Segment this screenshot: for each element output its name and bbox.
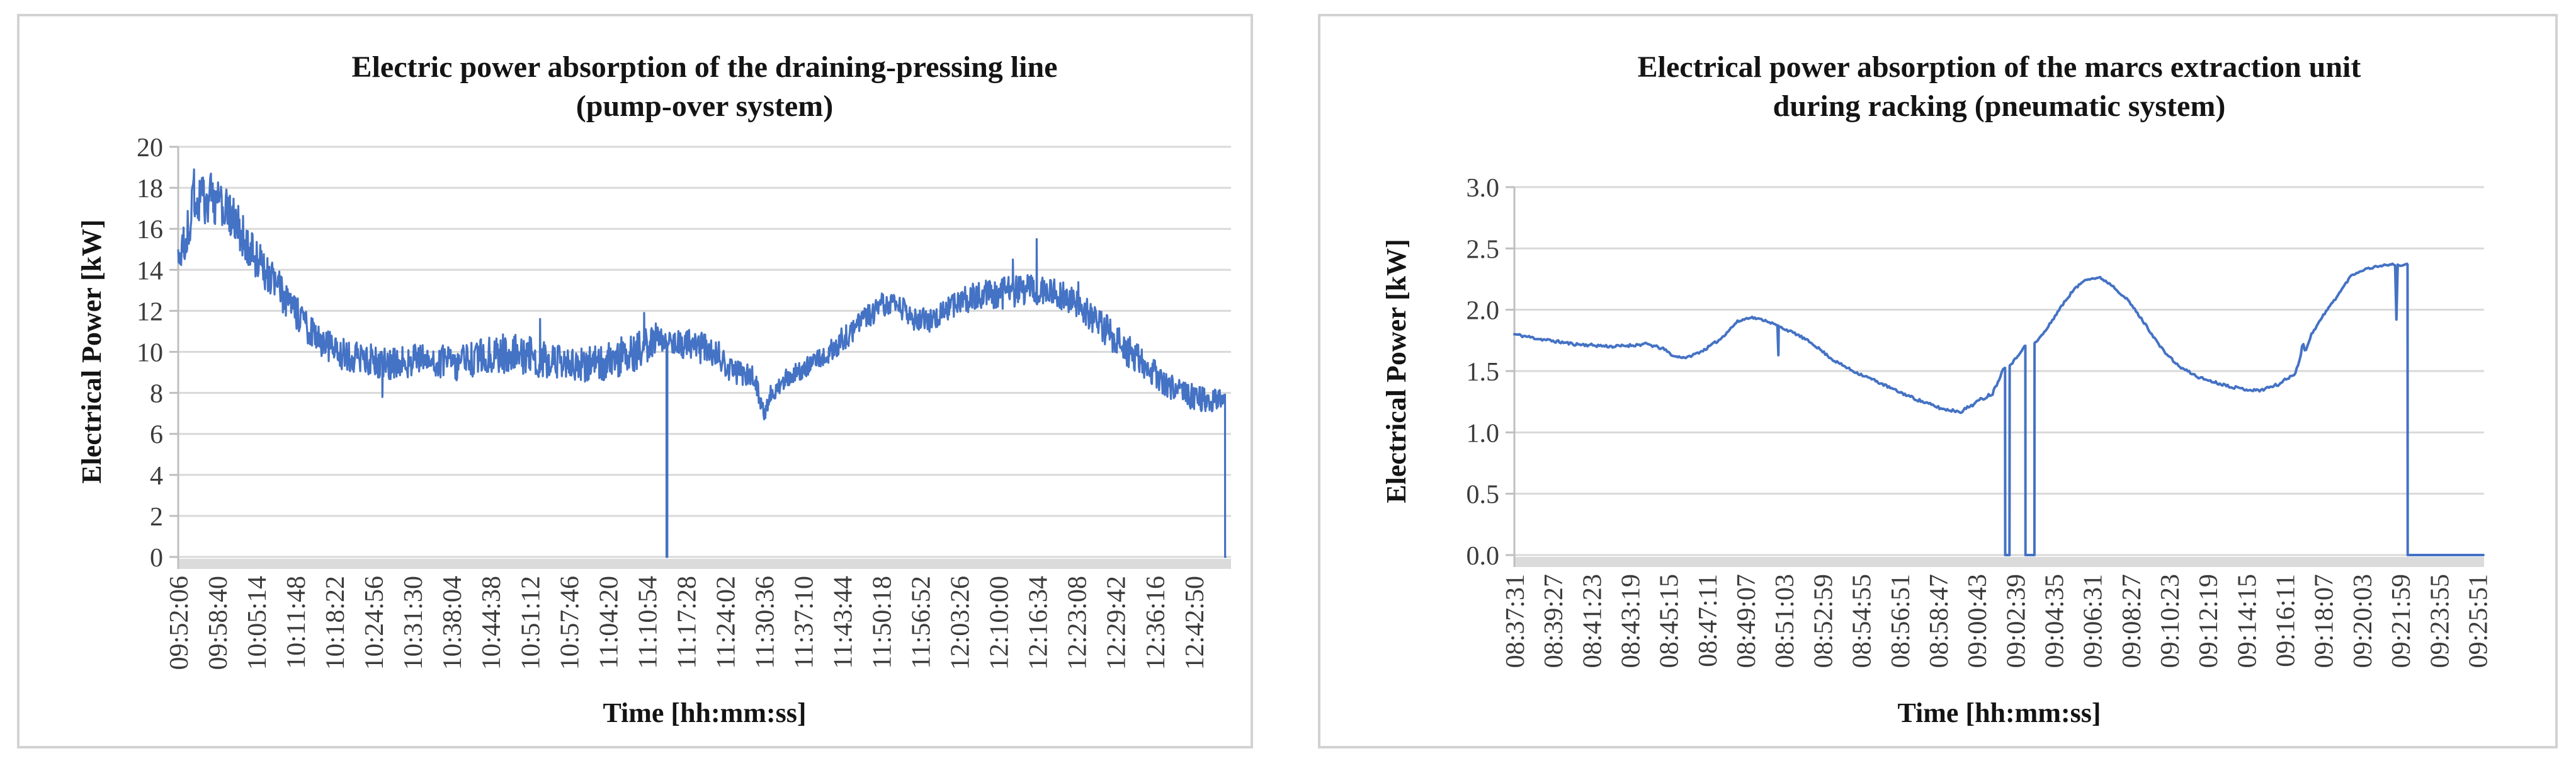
x-tick-label: 08:45:15 (1655, 574, 1684, 668)
data-series-line (1513, 262, 2485, 556)
plot-area: 0.0 0.5 1.0 1.5 2.0 2.5 3.0 08:37:31 08:39:27 08:… (1467, 174, 2494, 668)
x-tick-label: 10:24:56 (360, 576, 389, 670)
y-tick-label: 1.0 (1467, 419, 1500, 448)
plot-area: 0 2 4 6 8 10 12 14 16 18 20 09:52:06 09:58:40 10:05:1… (137, 134, 1231, 670)
x-tick-label: 11:43:44 (829, 576, 858, 669)
x-tick-label: 10:31:30 (399, 576, 428, 670)
y-tick-label: 8 (150, 380, 163, 409)
x-tick-label: 09:25:51 (2464, 574, 2493, 668)
x-tick-label: 09:23:55 (2426, 574, 2454, 668)
y-tick-label: 0.0 (1467, 542, 1500, 571)
axis-strip (178, 559, 1231, 569)
x-tick-label: 09:06:31 (2079, 574, 2108, 668)
x-tick-label: 09:02:39 (2002, 574, 2031, 668)
y-tick-label: 18 (137, 175, 163, 203)
y-tick-label: 14 (137, 256, 163, 285)
x-tick-label: 12:36:16 (1142, 576, 1171, 670)
x-tick-label: 08:43:19 (1617, 574, 1646, 668)
x-tick-label: 08:56:51 (1887, 574, 1915, 668)
y-tick-label: 1.5 (1467, 358, 1500, 387)
x-tick-label: 08:51:03 (1771, 574, 1800, 668)
x-tick-label: 10:38:04 (438, 576, 467, 670)
chart-panel-draining-pressing: Electric power absorption of the drainin… (17, 14, 1253, 748)
chart-title-line1: Electric power absorption of the drainin… (352, 50, 1058, 84)
data-series-line (177, 168, 1227, 558)
x-tick-label: 12:10:00 (985, 576, 1014, 670)
x-tick-label: 12:16:34 (1024, 576, 1053, 670)
x-tick-label: 09:14:15 (2233, 574, 2262, 668)
y-axis-title: Electrical Power [kW] (1381, 239, 1412, 503)
x-tick-label: 09:10:23 (2156, 574, 2185, 668)
x-tick-label: 08:41:23 (1578, 574, 1607, 668)
x-tick-label: 10:11:48 (282, 576, 311, 669)
chart-title-line2: during racking (pneumatic system) (1773, 89, 2226, 123)
x-tick-label: 09:12:19 (2194, 574, 2223, 668)
x-tick-label: 09:20:03 (2349, 574, 2378, 668)
y-axis-title: Electrical Power [kW] (76, 219, 107, 483)
x-tick-label: 09:16:11 (2272, 574, 2301, 667)
x-tick-label: 11:30:36 (751, 576, 780, 669)
x-tick-label: 12:42:50 (1181, 576, 1210, 670)
x-tick-label: 10:05:14 (243, 576, 272, 670)
x-tick-label: 11:04:20 (594, 576, 623, 669)
x-tick-label: 08:47:11 (1694, 574, 1723, 667)
x-tick-label: 11:50:18 (868, 576, 897, 669)
x-tick-label: 08:37:31 (1501, 574, 1530, 668)
x-tick-label: 10:57:46 (555, 576, 584, 670)
y-tick-label: 0 (150, 544, 163, 573)
y-tick-label: 2.0 (1467, 297, 1500, 326)
x-tick-label: 09:52:06 (165, 576, 194, 670)
x-tick-label: 10:18:22 (321, 576, 350, 670)
x-tick-label: 11:17:28 (672, 576, 701, 669)
x-tick-label: 11:10:54 (633, 576, 662, 669)
x-tick-label: 11:37:10 (790, 576, 819, 669)
x-tick-label: 10:44:38 (477, 576, 506, 670)
x-tick-label: 08:58:47 (1925, 574, 1954, 668)
x-tick-label: 09:00:43 (1963, 574, 1992, 668)
x-tick-label: 09:58:40 (204, 576, 233, 670)
y-tick-label: 16 (137, 215, 163, 244)
x-tick-label: 12:03:26 (946, 576, 975, 670)
x-tick-label: 09:21:59 (2387, 574, 2416, 668)
x-tick-label: 12:29:42 (1103, 576, 1132, 670)
y-tick-label: 4 (150, 462, 163, 491)
y-tick-label: 10 (137, 339, 163, 368)
y-tick-label: 0.5 (1467, 481, 1500, 510)
marcs-extraction-chart: Electrical power absorption of the marcs… (1381, 50, 2494, 728)
x-axis-title: Time [hh:mm:ss] (603, 697, 806, 728)
y-tick-label: 2 (150, 503, 163, 532)
x-tick-label: 08:52:59 (1809, 574, 1838, 668)
x-tick-label: 08:54:55 (1848, 574, 1877, 668)
y-tick-label: 2.5 (1467, 235, 1500, 264)
x-tick-label: 09:18:07 (2310, 574, 2339, 668)
x-tick-label: 09:08:27 (2118, 574, 2147, 668)
y-tick-label: 12 (137, 297, 163, 326)
x-tick-label: 10:51:12 (516, 576, 545, 670)
chart-title-line2: (pump-over system) (576, 89, 833, 123)
x-tick-label: 08:39:27 (1540, 574, 1569, 668)
x-tick-label: 08:49:07 (1732, 574, 1761, 668)
axis-strip (1514, 557, 2484, 567)
chart-title-line1: Electrical power absorption of the marcs… (1638, 50, 2361, 84)
x-tick-label: 09:04:35 (2040, 574, 2069, 668)
x-tick-label: 11:56:52 (907, 576, 936, 669)
y-tick-label: 3.0 (1467, 174, 1500, 203)
chart-panel-marcs-extraction: Electrical power absorption of the marcs… (1318, 14, 2558, 748)
y-tick-label: 20 (137, 134, 163, 163)
x-tick-label: 11:24:02 (712, 576, 740, 669)
draining-pressing-chart: Electric power absorption of the drainin… (76, 50, 1231, 728)
y-tick-label: 6 (150, 421, 163, 450)
x-tick-label: 12:23:08 (1064, 576, 1092, 670)
x-axis-title: Time [hh:mm:ss] (1897, 697, 2101, 728)
